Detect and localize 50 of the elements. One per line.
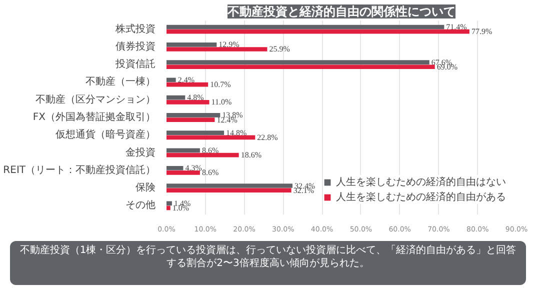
bar <box>166 24 444 30</box>
data-label: 77.9% <box>471 27 492 36</box>
y-tick-label: 投資信託 <box>114 58 156 70</box>
y-tick-label: 不動産（区分マンション） <box>36 93 156 106</box>
bar <box>166 201 172 206</box>
text: 不動産投資（1棟・区分）を行っている投資層は、行っていない投資層に比べて、「経済的自由がある」と回答する割合が2〜3倍程度高い傾向が見られた。 <box>18 244 518 270</box>
data-label: 2.4% <box>178 75 195 84</box>
data-label: 8.6% <box>202 146 219 155</box>
bar <box>166 95 186 100</box>
y-tick-label: REIT（リート：不動産投資信託） <box>3 164 156 176</box>
data-label: 4.8% <box>187 93 204 102</box>
bar <box>166 113 220 118</box>
data-label: 8.6% <box>202 168 219 178</box>
y-tick-label: 債券投資 <box>116 40 156 52</box>
bar <box>166 152 239 158</box>
data-label: 12.9% <box>218 40 240 50</box>
bar <box>166 130 224 136</box>
y-tick-label: 金投資 <box>126 146 156 158</box>
y-tick-label: その他 <box>126 199 156 212</box>
y-tick-label: 不動産（一棟） <box>86 76 156 88</box>
data-label: 4.3% <box>185 164 202 173</box>
data-label: 18.6% <box>240 150 262 160</box>
bar <box>166 118 215 122</box>
chart-title: 不動産投資と経済的自由の関係性について <box>226 4 456 18</box>
data-label: 11.0% <box>211 98 232 107</box>
data-label: 71.4% <box>446 22 468 32</box>
y-tick-label: 株式投資 <box>114 22 156 35</box>
bar <box>166 100 210 104</box>
y-tick-label: 保険 <box>136 182 156 194</box>
bar <box>166 170 200 175</box>
y-tick-label: FX（外国為替証拠金取引） <box>32 111 156 123</box>
data-label: 10.7% <box>210 80 232 90</box>
bar <box>166 148 200 153</box>
data-label: 25.9% <box>269 44 290 54</box>
bar <box>166 64 435 70</box>
bar <box>166 184 292 188</box>
legend-label: 人生を楽しむための経済的自由はない <box>336 176 506 189</box>
data-label: 22.8% <box>257 132 278 142</box>
bar <box>166 166 184 170</box>
legend-label: 人生を楽しむための経済的自由がある <box>336 190 506 204</box>
bar <box>166 206 170 210</box>
y-tick-label: 仮想通貨（暗号資産） <box>56 128 156 141</box>
bar <box>166 82 208 87</box>
bar <box>166 188 292 193</box>
bar <box>166 60 430 64</box>
bar <box>166 29 470 34</box>
bar <box>166 42 217 47</box>
bar <box>166 78 176 82</box>
bar <box>166 135 256 140</box>
bar <box>166 47 268 52</box>
